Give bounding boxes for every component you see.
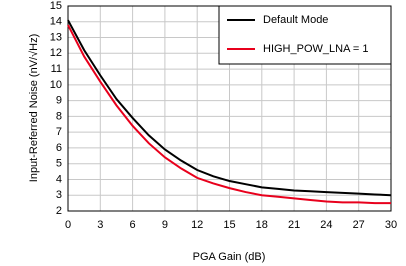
y-tick-label: 4 (56, 173, 62, 185)
y-tick-label: 6 (56, 142, 62, 154)
y-tick-label: 9 (56, 95, 62, 107)
x-tick-label: 3 (97, 219, 103, 231)
x-tick-label: 9 (162, 219, 168, 231)
x-tick-label: 24 (320, 219, 332, 231)
x-tick-label: 0 (65, 219, 71, 231)
x-tick-label: 18 (256, 219, 268, 231)
y-tick-label: 5 (56, 158, 62, 170)
x-tick-label: 15 (223, 219, 235, 231)
x-axis-label: PGA Gain (dB) (193, 251, 266, 263)
y-tick-label: 14 (50, 16, 62, 28)
y-tick-label: 2 (56, 205, 62, 217)
y-tick-label: 8 (56, 110, 62, 122)
x-tick-label: 30 (385, 219, 397, 231)
data-line (67, 19, 392, 197)
x-tick-label: 21 (288, 219, 300, 231)
x-tick-label: 27 (353, 219, 365, 231)
y-tick-label: 12 (50, 47, 62, 59)
y-axis-label: Input-Referred Noise (nV/√Hz) (28, 34, 40, 182)
legend-label: HIGH_POW_LNA = 1 (263, 43, 368, 55)
y-tick-label: 11 (51, 63, 62, 75)
legend-label: Default Mode (263, 14, 328, 26)
y-tick-label: 7 (56, 126, 62, 138)
data-line (67, 24, 391, 205)
y-tick-label: 10 (50, 79, 62, 91)
legend-box (218, 5, 392, 65)
y-tick-label: 15 (50, 0, 62, 12)
y-tick-label: 3 (56, 189, 62, 201)
y-tick-label: 13 (50, 31, 62, 43)
x-tick-label: 12 (191, 219, 203, 231)
x-tick-label: 6 (130, 219, 136, 231)
